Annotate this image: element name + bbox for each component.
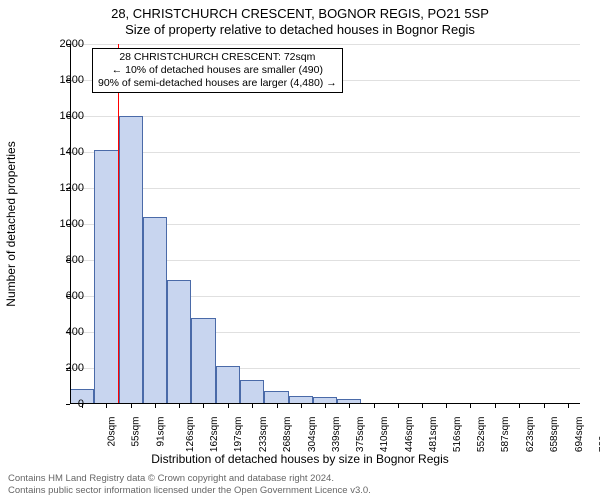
- x-tick-mark: [155, 404, 156, 408]
- x-tick-label: 587sqm: [500, 417, 511, 453]
- x-tick-mark: [398, 404, 399, 408]
- x-tick-label: 375sqm: [355, 417, 366, 453]
- x-tick-label: 552sqm: [476, 417, 487, 453]
- y-tick-mark: [66, 80, 70, 81]
- x-tick-mark: [325, 404, 326, 408]
- x-tick-mark: [519, 404, 520, 408]
- x-axis-title: Distribution of detached houses by size …: [0, 452, 600, 466]
- x-tick-label: 339sqm: [331, 417, 342, 453]
- footer-copyright: Contains HM Land Registry data © Crown c…: [8, 473, 334, 484]
- histogram-bar: [264, 391, 288, 405]
- x-tick-label: 481sqm: [428, 417, 439, 453]
- x-tick-label: 410sqm: [379, 417, 390, 453]
- x-tick-label: 126sqm: [185, 417, 196, 453]
- y-tick-label: 1000: [24, 218, 84, 230]
- footer-licence: Contains public sector information licen…: [8, 485, 371, 496]
- x-tick-mark: [446, 404, 447, 408]
- y-tick-label: 400: [24, 326, 84, 338]
- x-tick-mark: [179, 404, 180, 408]
- y-tick-mark: [66, 224, 70, 225]
- histogram-bar: [94, 150, 118, 404]
- x-tick-mark: [374, 404, 375, 408]
- x-tick-label: 162sqm: [209, 417, 220, 453]
- reference-line: [118, 44, 119, 404]
- y-tick-label: 800: [24, 254, 84, 266]
- x-tick-mark: [568, 404, 569, 408]
- x-tick-mark: [495, 404, 496, 408]
- x-tick-mark: [544, 404, 545, 408]
- y-tick-label: 600: [24, 290, 84, 302]
- x-tick-label: 197sqm: [233, 417, 244, 453]
- annotation-box: 28 CHRISTCHURCH CRESCENT: 72sqm← 10% of …: [92, 48, 343, 93]
- chart-title-line1: 28, CHRISTCHURCH CRESCENT, BOGNOR REGIS,…: [0, 6, 600, 21]
- x-tick-mark: [301, 404, 302, 408]
- y-tick-label: 1800: [24, 74, 84, 86]
- chart-container: 28, CHRISTCHURCH CRESCENT, BOGNOR REGIS,…: [0, 0, 600, 500]
- x-tick-label: 20sqm: [107, 417, 118, 447]
- x-tick-label: 694sqm: [574, 417, 585, 453]
- histogram-bar: [119, 116, 143, 404]
- x-tick-label: 55sqm: [130, 417, 141, 447]
- annotation-line: 28 CHRISTCHURCH CRESCENT: 72sqm: [98, 51, 337, 64]
- x-tick-mark: [470, 404, 471, 408]
- y-tick-mark: [66, 404, 70, 405]
- grid-line: [70, 116, 580, 117]
- y-tick-mark: [66, 116, 70, 117]
- x-tick-mark: [106, 404, 107, 408]
- y-tick-mark: [66, 152, 70, 153]
- x-tick-label: 304sqm: [307, 417, 318, 453]
- y-axis-title: Number of detached properties: [4, 141, 18, 306]
- x-tick-mark: [277, 404, 278, 408]
- y-tick-mark: [66, 260, 70, 261]
- x-tick-mark: [82, 404, 83, 408]
- histogram-bar: [240, 380, 264, 404]
- x-tick-mark: [252, 404, 253, 408]
- x-tick-label: 91sqm: [155, 417, 166, 447]
- x-tick-mark: [203, 404, 204, 408]
- histogram-bar: [216, 366, 240, 404]
- x-tick-mark: [228, 404, 229, 408]
- grid-line: [70, 44, 580, 45]
- x-tick-label: 623sqm: [525, 417, 536, 453]
- x-tick-mark: [349, 404, 350, 408]
- grid-line: [70, 188, 580, 189]
- y-tick-label: 200: [24, 362, 84, 374]
- histogram-bar: [143, 217, 167, 404]
- y-tick-mark: [66, 296, 70, 297]
- histogram-bar: [167, 280, 191, 404]
- x-tick-mark: [131, 404, 132, 408]
- x-tick-mark: [422, 404, 423, 408]
- chart-title-line2: Size of property relative to detached ho…: [0, 22, 600, 37]
- y-tick-label: 1600: [24, 110, 84, 122]
- y-tick-label: 0: [24, 398, 84, 410]
- x-tick-label: 268sqm: [282, 417, 293, 453]
- y-tick-mark: [66, 368, 70, 369]
- x-tick-label: 233sqm: [258, 417, 269, 453]
- x-tick-label: 446sqm: [404, 417, 415, 453]
- plot-area: [70, 44, 580, 404]
- grid-line: [70, 152, 580, 153]
- y-tick-mark: [66, 44, 70, 45]
- y-tick-label: 2000: [24, 38, 84, 50]
- y-tick-mark: [66, 332, 70, 333]
- x-tick-label: 658sqm: [549, 417, 560, 453]
- y-tick-label: 1200: [24, 182, 84, 194]
- annotation-line: ← 10% of detached houses are smaller (49…: [98, 64, 337, 77]
- histogram-bar: [191, 318, 215, 404]
- x-tick-label: 516sqm: [452, 417, 463, 453]
- y-tick-label: 1400: [24, 146, 84, 158]
- y-tick-mark: [66, 188, 70, 189]
- annotation-line: 90% of semi-detached houses are larger (…: [98, 77, 337, 90]
